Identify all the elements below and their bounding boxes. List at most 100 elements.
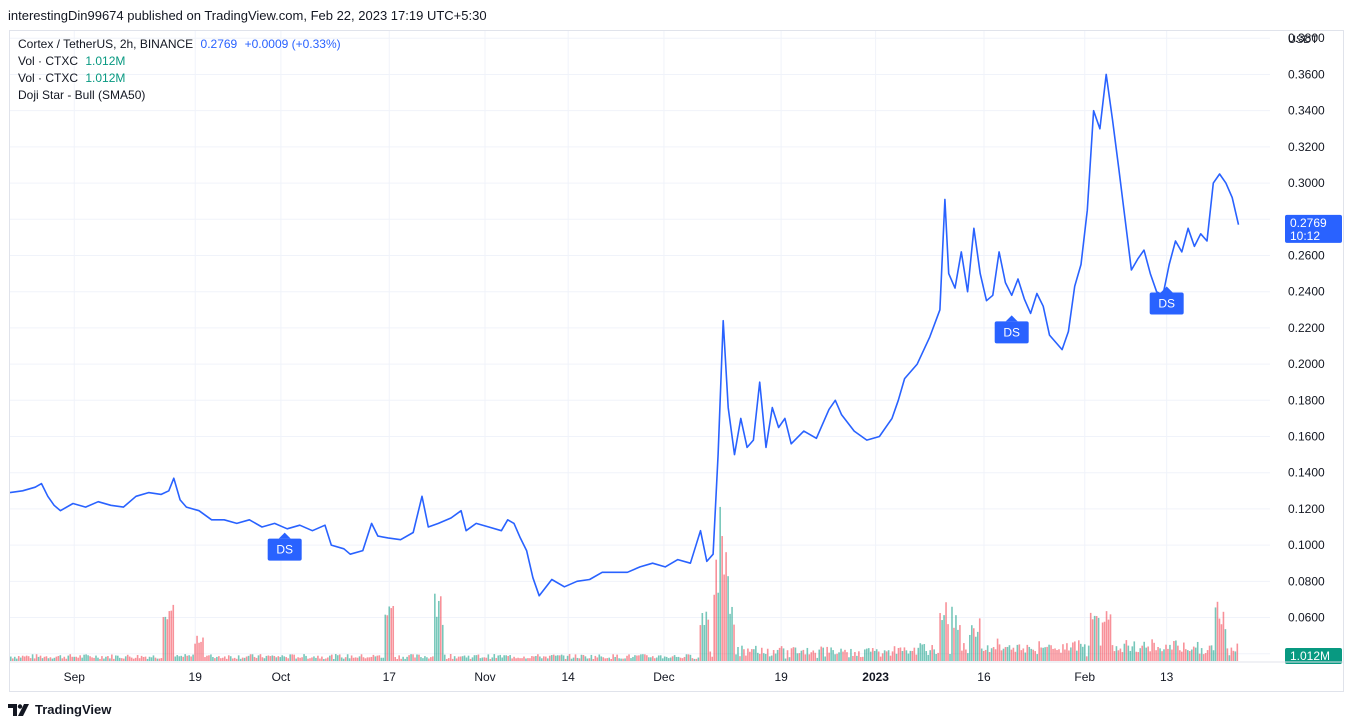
marker-pointer [1006,315,1018,321]
volume-bar [470,659,472,661]
volume-bar [99,659,101,661]
volume-bar [214,658,216,661]
volume-bar [761,648,763,661]
volume-bar [779,648,781,661]
volume-bar [1203,654,1205,661]
volume-bar [36,654,38,661]
volume-bar [801,651,803,661]
volume-bar [658,655,660,661]
volume-bar [452,659,454,661]
volume-bar [1151,639,1153,661]
volume-bar [34,658,36,661]
volume-bar [559,655,561,661]
volume-bar [862,657,864,661]
volume-bar [785,659,787,661]
x-tick-label: 13 [1160,670,1174,684]
volume-bar [56,657,58,661]
volume-label[interactable]: Vol · CTXC [18,54,78,68]
volume-bar [896,654,898,661]
volume-bar [668,658,670,661]
volume-bar [396,659,398,661]
volume-bar [886,651,888,661]
volume-bar [838,652,840,661]
volume-bar [967,653,969,661]
volume-bar [866,649,868,661]
volume-bar [628,654,630,661]
volume-bar [925,651,927,661]
marker-label: DS [276,543,293,557]
volume-bar [961,651,963,661]
volume-bar [674,655,676,661]
volume-bar [1173,641,1175,661]
volume-bar [446,659,448,661]
volume-bar [333,659,335,661]
volume-bar [337,655,339,661]
volume-bar [386,615,388,661]
pattern-indicator-label[interactable]: Doji Star - Bull (SMA50) [18,88,145,102]
volume-bar [941,620,943,661]
tradingview-footer[interactable]: TradingView [8,702,111,717]
volume-bar [1086,656,1088,661]
volume-bar [959,625,961,661]
volume-bar [180,656,182,661]
volume-bar [583,655,585,661]
volume-bar [127,655,129,661]
volume-bar [137,655,139,661]
volume-bar [836,654,838,661]
volume-bar [555,656,557,661]
volume-bar [747,649,749,661]
volume-bar [600,656,602,661]
volume-bar [717,593,719,661]
volume-bar [143,657,145,661]
volume-bar [226,659,228,661]
volume-bar [981,649,983,661]
volume-bar [1034,651,1036,661]
volume-bar [511,658,513,661]
volume-bar [42,658,44,661]
volume-bar [1110,614,1112,661]
volume-bar [809,654,811,661]
volume-bar [632,657,634,661]
volume-bar [291,654,293,661]
volume-bar [755,646,757,661]
volume-bar [1032,650,1034,661]
volume-bar [184,654,186,661]
volume-bar [1030,649,1032,661]
symbol-name[interactable]: Cortex / TetherUS, 2h, BINANCE [18,37,193,51]
volume-bar [277,656,279,661]
volume-bar [1003,649,1005,661]
volume-bar [698,658,700,661]
volume-bar [390,608,392,661]
volume-bar [1074,641,1076,661]
volume-bar [188,655,190,661]
volume-bar [297,657,299,661]
volume-bar [753,649,755,661]
volume-label-2[interactable]: Vol · CTXC [18,71,78,85]
publish-header: interestingDin99674 published on Trading… [8,8,487,23]
volume-bar [585,656,587,661]
volume-bar [636,656,638,661]
volume-bar [497,655,499,661]
volume-bar [194,644,196,661]
volume-bar [432,656,434,661]
volume-bar [890,656,892,661]
y-axis-unit: USDT [1288,34,1318,46]
volume-bar [832,650,834,661]
volume-bar [163,617,165,661]
volume-bar [1098,618,1100,661]
volume-bar [258,655,260,661]
volume-bar [549,656,551,661]
volume-bar [793,647,795,661]
volume-bar [894,646,896,661]
volume-bar [1211,645,1213,661]
volume-bar [63,657,65,661]
volume-bar [133,659,135,661]
volume-bar [283,656,285,661]
volume-bar [501,658,503,661]
volume-bar [105,657,107,661]
marker-label: DS [1158,296,1175,310]
volume-bar [139,658,141,661]
volume-bar [943,615,945,661]
volume-bar [303,654,305,661]
